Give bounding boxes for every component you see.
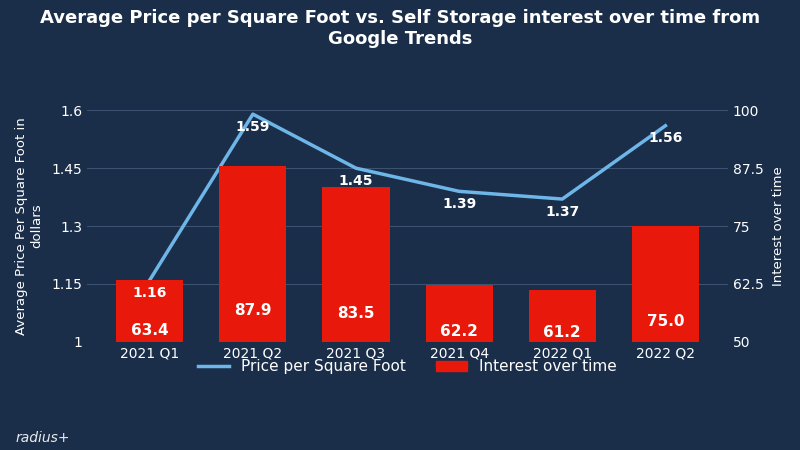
Text: 1.39: 1.39	[442, 197, 476, 211]
Text: Average Price per Square Foot vs. Self Storage interest over time from
Google Tr: Average Price per Square Foot vs. Self S…	[40, 9, 760, 48]
Y-axis label: Interest over time: Interest over time	[772, 166, 785, 286]
Bar	[426, 285, 493, 450]
Text: 1.56: 1.56	[648, 131, 682, 145]
Bar	[219, 166, 286, 450]
Legend: Price per Square Foot, Interest over time: Price per Square Foot, Interest over tim…	[192, 353, 623, 381]
Bar	[116, 280, 183, 450]
Text: 63.4: 63.4	[131, 323, 169, 338]
Text: 75.0: 75.0	[646, 314, 684, 328]
Text: radius+: radius+	[16, 432, 70, 446]
Text: 83.5: 83.5	[338, 306, 374, 321]
Text: 61.2: 61.2	[543, 325, 581, 340]
Text: 1.37: 1.37	[545, 205, 579, 219]
Bar	[529, 290, 596, 450]
Text: 1.16: 1.16	[133, 286, 167, 300]
Text: 1.45: 1.45	[338, 174, 374, 188]
Bar	[322, 187, 390, 450]
Bar	[632, 226, 699, 450]
Text: 62.2: 62.2	[440, 324, 478, 339]
Text: 1.59: 1.59	[236, 120, 270, 134]
Y-axis label: Average Price Per Square Foot in
dollars: Average Price Per Square Foot in dollars	[15, 117, 43, 335]
Text: 87.9: 87.9	[234, 303, 272, 318]
